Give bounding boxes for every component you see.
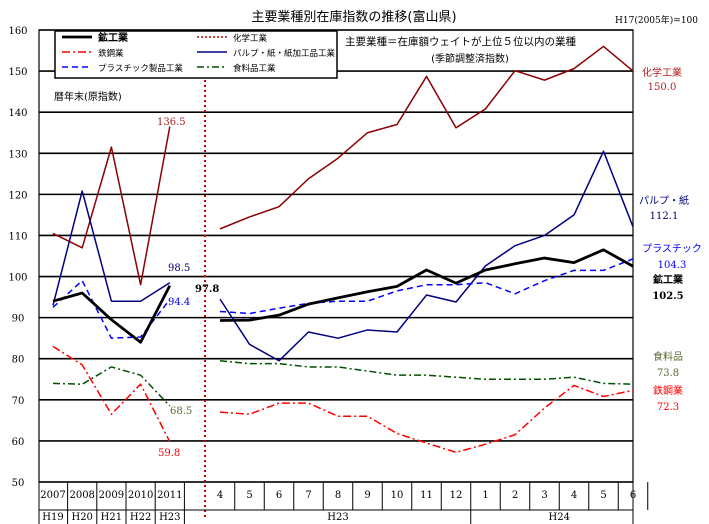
annual-value-label: 136.5 — [157, 117, 186, 128]
legend-entry: プラスチック製品工業 — [98, 63, 183, 74]
x-tick-label-month: 8 — [335, 490, 341, 501]
annual-value-label: 97.8 — [195, 284, 219, 295]
annual-label: 暦年末(原指数) — [54, 90, 122, 103]
x-tick-label-month: 2 — [512, 490, 518, 501]
legend-entry: 食料品工業 — [233, 63, 276, 74]
x-tick-label-month: 7 — [305, 490, 311, 501]
y-tick-label: 150 — [8, 67, 27, 78]
x-tick-label-era: H22 — [130, 512, 151, 523]
legend-entry: 化学工業 — [233, 33, 268, 44]
series-line-annual — [52, 279, 171, 339]
series-line-monthly — [219, 258, 634, 315]
series-lines — [52, 45, 634, 454]
note-main: 主要業種＝在庫額ウェイトが上位５位以内の業種 — [345, 35, 576, 48]
x-tick-label-month: 10 — [391, 490, 404, 501]
x-tick-label-year: 2010 — [128, 490, 153, 501]
series-line-monthly — [219, 150, 634, 362]
y-tick-label: 160 — [8, 26, 27, 37]
series-line-annual — [52, 126, 171, 286]
y-tick-label: 100 — [8, 273, 27, 284]
x-era-label: H24 — [549, 512, 570, 523]
x-tick-label-month: 3 — [541, 490, 547, 501]
series-line-annual — [52, 366, 171, 407]
data-labels: 136.5 98.5 97.8 94.4 68.5 59.8 化学工業 150.0 パルプ・紙 1… — [157, 66, 702, 459]
note-sub: (季節調整済指数) — [431, 52, 509, 65]
x-tick-label-era: H21 — [101, 512, 122, 523]
legend-entry: パルプ・紙・紙加工品工業 — [233, 48, 336, 59]
x-tick-label-month: 9 — [364, 490, 370, 501]
right-series-value: 112.1 — [650, 211, 679, 222]
y-tick-label: 50 — [12, 478, 25, 489]
series-line-annual — [52, 284, 172, 344]
x-tick-label-year: 2007 — [40, 490, 65, 501]
x-era-label: H23 — [327, 512, 348, 523]
plot-frame — [38, 29, 634, 483]
right-series-value: 102.5 — [652, 291, 683, 302]
x-tick-label-year: 2009 — [99, 490, 124, 501]
x-tick-label-month: 11 — [420, 490, 433, 501]
y-tick-label: 60 — [12, 437, 25, 448]
legend-box — [54, 30, 338, 79]
x-tick-label-month: 4 — [217, 490, 223, 501]
series-line-monthly — [219, 360, 634, 385]
y-tick-label: 90 — [12, 314, 25, 325]
y-tick-label: 140 — [8, 108, 27, 119]
x-tick-label-era: H19 — [42, 512, 63, 523]
right-series-value: 72.3 — [657, 402, 679, 413]
series-line-annual — [52, 190, 171, 306]
x-tick-label-month: 6 — [276, 490, 282, 501]
series-line-annual — [52, 345, 171, 443]
y-tick-label: 110 — [8, 231, 27, 242]
right-series-value: 104.3 — [658, 260, 687, 271]
right-series-name: パルプ・紙 — [639, 194, 689, 207]
annual-value-label: 98.5 — [168, 263, 190, 274]
annual-value-label: 94.4 — [168, 297, 190, 308]
x-tick-label-month: 12 — [450, 490, 463, 501]
series-line-monthly — [219, 45, 634, 230]
x-tick-label-month: 5 — [246, 490, 252, 501]
right-series-name: 鉱工業 — [653, 273, 684, 286]
right-series-name: 鉄鋼業 — [653, 384, 683, 397]
base-note: H17(2005年)=100 — [615, 14, 698, 26]
x-tick-label-month: 4 — [571, 490, 577, 501]
y-tick-label: 70 — [12, 396, 25, 407]
right-series-value: 73.8 — [657, 368, 679, 379]
right-series-name: 食料品 — [653, 350, 683, 363]
right-series-name: プラスチック — [642, 243, 702, 255]
x-tick-label-month: 5 — [600, 490, 606, 501]
annotations: 主要業種＝在庫額ウェイトが上位５位以内の業種 (季節調整済指数) 暦年末(原指数… — [54, 35, 576, 103]
legend-entry: 鉱工業 — [98, 31, 129, 44]
annual-value-label: 68.5 — [170, 406, 192, 417]
x-tick-label-year: 2008 — [69, 490, 94, 501]
series-line-monthly — [219, 248, 634, 322]
axes: 50607080901001101201301401501602007H1920… — [8, 26, 649, 524]
series-line-monthly — [219, 384, 634, 454]
x-tick-label-era: H20 — [71, 512, 92, 523]
gridlines — [39, 29, 633, 483]
chart-title: 主要業種別在庫指数の推移(富山県) — [251, 9, 456, 25]
annual-value-label: 59.8 — [158, 448, 180, 459]
right-series-value: 150.0 — [648, 82, 677, 93]
y-tick-label: 130 — [8, 149, 27, 160]
y-tick-label: 80 — [12, 355, 25, 366]
right-series-name: 化学工業 — [642, 66, 682, 79]
x-tick-label-era: H23 — [159, 512, 180, 523]
y-tick-label: 120 — [8, 190, 27, 201]
x-tick-label-month: 1 — [482, 490, 488, 501]
legend-entry: 鉄鋼業 — [98, 48, 124, 59]
x-tick-label-year: 2011 — [157, 490, 182, 501]
